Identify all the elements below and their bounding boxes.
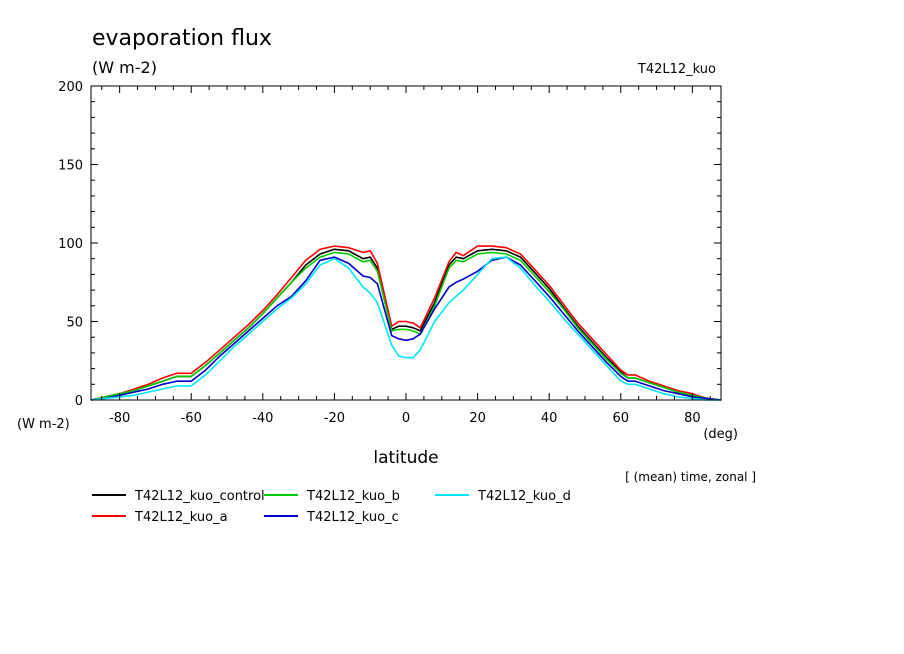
x-tick-label: 40 [541, 411, 558, 426]
legend-label-2: T42L12_kuo_a [134, 510, 228, 525]
chart-note: [ (mean) time, zonal ] [625, 470, 756, 484]
y-axis-unit: (W m-2) [17, 417, 70, 432]
series-line-2 [90, 245, 722, 401]
x-tick-label: -80 [109, 411, 130, 426]
x-axis-label: latitude [373, 448, 438, 468]
axis-ticks: -80 -60 -40 -20 0 20 40 60 80 0 50 100 150 200 [58, 80, 721, 426]
dataset-label: T42L12_kuo [637, 62, 716, 77]
x-tick-label: -20 [324, 411, 345, 426]
legend-label-3: T42L12_kuo_b [306, 489, 400, 504]
series-group [90, 245, 722, 401]
x-tick-label: 80 [684, 411, 701, 426]
plot-frame [90, 85, 722, 401]
legend-label-1: T42L12_kuo_control [134, 489, 265, 504]
series-line-4 [90, 256, 722, 401]
y-tick-label: 100 [58, 237, 83, 252]
legend: T42L12_kuo_control T42L12_kuo_a T42L12_kuo… [92, 489, 571, 525]
x-tick-label: -40 [252, 411, 273, 426]
y-tick-label: 150 [58, 159, 83, 174]
series-line-5 [90, 256, 721, 401]
y-tick-label: 0 [75, 394, 83, 409]
x-tick-label: 0 [402, 411, 410, 426]
y-tick-label: 200 [58, 80, 83, 95]
legend-label-4: T42L12_kuo_c [306, 510, 399, 525]
legend-label-5: T42L12_kuo_d [477, 489, 571, 504]
x-tick-label: 20 [469, 411, 486, 426]
series-line-3 [90, 251, 722, 401]
x-tick-label: -60 [181, 411, 202, 426]
chart-units: (W m-2) [92, 58, 157, 77]
x-axis-unit: (deg) [703, 427, 738, 442]
y-tick-label: 50 [66, 316, 83, 331]
x-tick-label: 60 [612, 411, 629, 426]
chart-title: evaporation flux [92, 26, 272, 51]
